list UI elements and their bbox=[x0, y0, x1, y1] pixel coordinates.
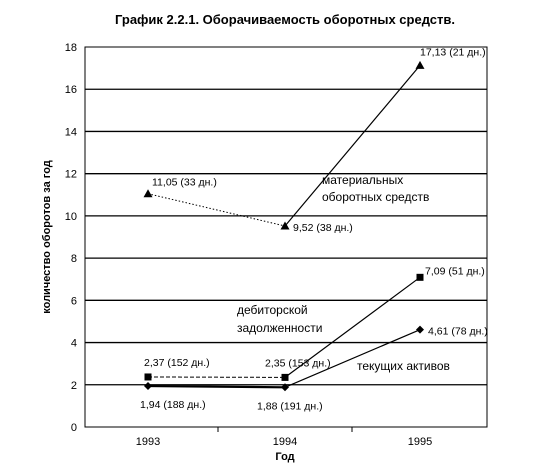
series-markers bbox=[143, 60, 425, 392]
series-line-receivables bbox=[284, 276, 421, 378]
series-annotation-receivables: задолженности bbox=[237, 321, 322, 335]
x-axis-title: Год bbox=[275, 451, 294, 463]
y-tick-label: 8 bbox=[71, 253, 77, 265]
y-tick-label: 18 bbox=[65, 42, 77, 54]
series-annotation-materials: оборотных средств bbox=[322, 190, 429, 204]
y-tick-label: 0 bbox=[71, 422, 77, 434]
y-axis-title: количество оборотов за год bbox=[41, 160, 53, 313]
series-line-materials bbox=[147, 193, 286, 227]
marker-materials bbox=[415, 60, 425, 69]
data-label-materials: 11,05 (33 дн.) bbox=[152, 177, 217, 189]
marker-current_assets bbox=[416, 325, 424, 334]
x-tick-label: 1994 bbox=[273, 436, 297, 448]
data-label-materials: 9,52 (38 дн.) bbox=[293, 222, 353, 234]
marker-receivables bbox=[281, 373, 289, 381]
marker-materials bbox=[143, 189, 153, 198]
series-annotation-receivables: дебиторской bbox=[237, 303, 308, 317]
chart-title: График 2.2.1. Оборачиваемость оборотных … bbox=[115, 12, 455, 27]
data-label-receivables: 2,37 (152 дн.) bbox=[144, 357, 210, 369]
y-tick-label: 12 bbox=[65, 169, 77, 181]
series-lines bbox=[147, 64, 421, 389]
plot-area bbox=[84, 46, 488, 428]
y-tick-label: 16 bbox=[65, 84, 77, 96]
series-line-materials bbox=[284, 64, 421, 227]
series-annotations: материальных оборотных средств дебиторской… bbox=[237, 173, 450, 373]
marker-receivables bbox=[416, 273, 424, 281]
y-tick-label: 6 bbox=[71, 295, 77, 307]
y-tick-label: 10 bbox=[65, 211, 77, 223]
gridlines bbox=[85, 88, 487, 386]
marker-current_assets bbox=[281, 383, 289, 392]
series-line-current_assets bbox=[147, 384, 286, 389]
data-labels: 11,05 (33 дн.) 9,52 (38 дн.) 17,13 (21 дн.… bbox=[140, 46, 488, 412]
data-label-current_assets: 1,94 (188 дн.) bbox=[140, 399, 206, 411]
y-tick-label: 14 bbox=[65, 126, 77, 138]
series-annotation-materials: материальных bbox=[322, 173, 403, 187]
data-label-current_assets: 1,88 (191 дн.) bbox=[257, 400, 323, 412]
data-label-materials: 17,13 (21 дн.) bbox=[420, 46, 486, 58]
x-tick-label: 1993 bbox=[136, 436, 160, 448]
data-label-receivables: 2,35 (153 дн.) bbox=[265, 357, 331, 369]
marker-current_assets bbox=[144, 382, 152, 391]
data-label-current_assets: 4,61 (78 дн.) bbox=[428, 326, 488, 338]
x-axis-ticks: 1993 1994 1995 bbox=[136, 427, 432, 448]
x-tick-label: 1995 bbox=[408, 436, 432, 448]
series-line-current_assets bbox=[284, 329, 421, 388]
marker-receivables bbox=[144, 373, 152, 381]
series-annotation-current_assets: текущих активов bbox=[357, 359, 450, 373]
y-tick-label: 4 bbox=[71, 338, 77, 350]
y-axis-ticks: 0 2 4 6 8 10 12 14 16 18 bbox=[65, 42, 77, 434]
marker-materials bbox=[280, 221, 290, 230]
data-label-receivables: 7,09 (51 дн.) bbox=[425, 265, 485, 277]
y-tick-label: 2 bbox=[71, 380, 77, 392]
